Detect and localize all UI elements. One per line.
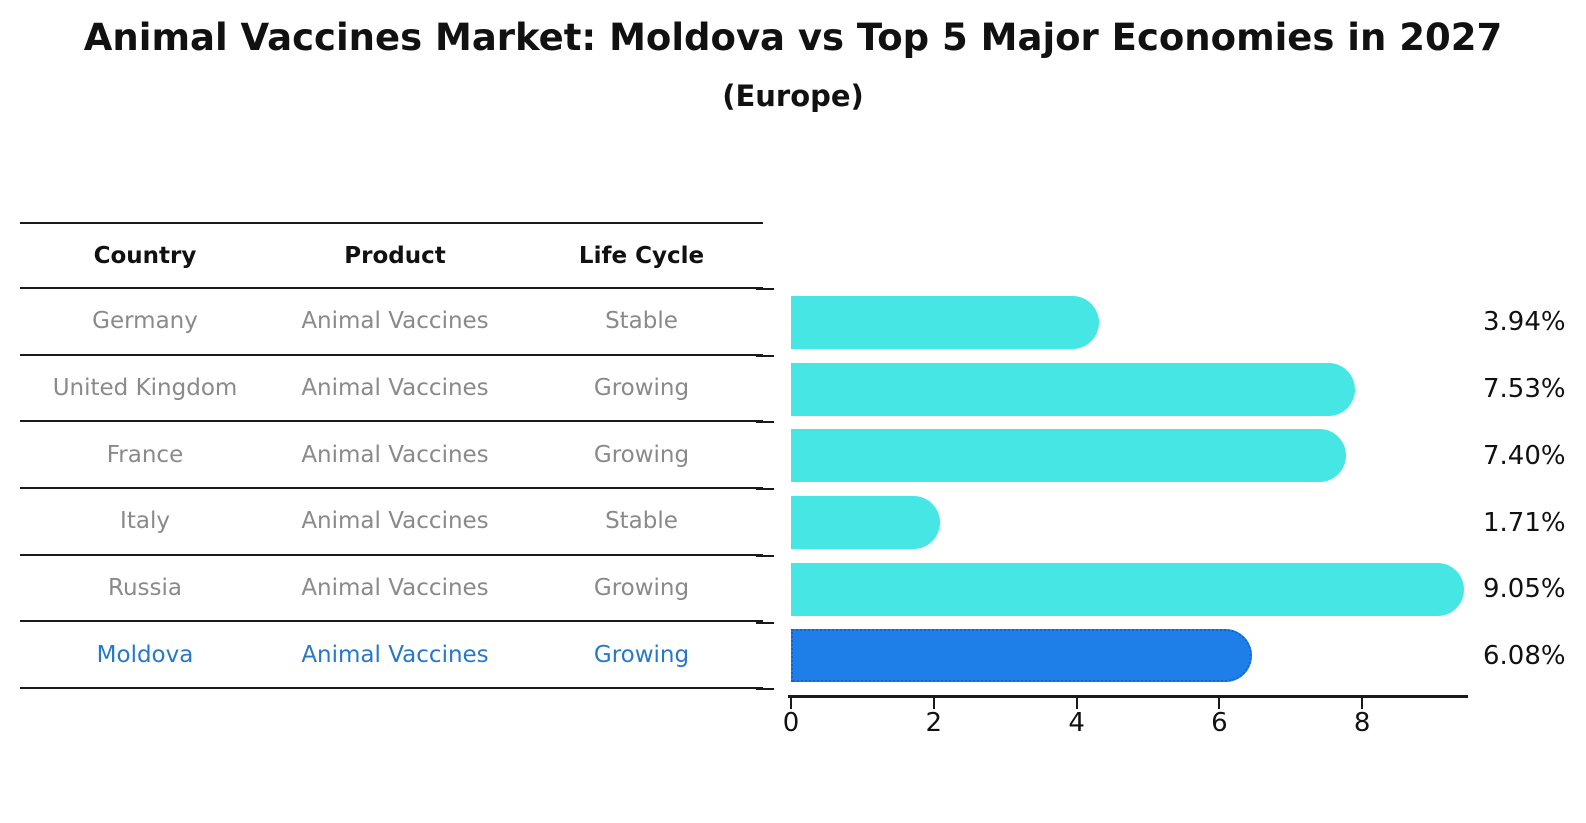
- table-row-russia: Russia Animal Vaccines Growing: [20, 556, 763, 623]
- cell-country: Italy: [120, 508, 170, 535]
- table-row-italy: Italy Animal Vaccines Stable: [20, 489, 763, 556]
- x-axis-tick: [1218, 698, 1221, 709]
- cell-life-cycle: Growing: [593, 441, 690, 468]
- table-row-france: France Animal Vaccines Growing: [20, 422, 763, 490]
- chart-title: Animal Vaccines Market: Moldova vs Top 5…: [83, 16, 1503, 59]
- cell-country: Moldova: [96, 641, 194, 668]
- y-axis-tick: [756, 554, 774, 557]
- chart-subtitle: (Europe): [722, 79, 864, 113]
- x-axis-tick-label: 6: [1211, 708, 1228, 738]
- table-header-life-cycle: Life Cycle: [578, 242, 705, 269]
- bar-value-label: 7.40%: [1483, 440, 1566, 471]
- table-row-germany: Germany Animal Vaccines Stable: [20, 289, 763, 356]
- x-axis-tick: [1361, 698, 1364, 709]
- cell-life-cycle: Stable: [605, 308, 678, 335]
- cell-product: Animal Vaccines: [301, 508, 489, 535]
- cell-product: Animal Vaccines: [301, 441, 489, 468]
- cell-country: United Kingdom: [52, 375, 238, 402]
- bar-value-label: 9.05%: [1483, 574, 1566, 605]
- y-axis-tick: [756, 488, 774, 491]
- table-row-moldova: Moldova Animal Vaccines Growing: [20, 622, 763, 690]
- cell-country: France: [106, 441, 184, 468]
- cell-life-cycle: Stable: [605, 508, 678, 535]
- cell-country: Russia: [108, 575, 182, 602]
- table-row-united-kingdom: United Kingdom Animal Vaccines Growing: [20, 356, 763, 423]
- bar-germany: [791, 295, 1099, 349]
- bar-italy: [791, 496, 940, 549]
- y-axis-tick: [756, 354, 774, 357]
- country-table: Country Product Life Cycle Germany Animal…: [20, 222, 763, 690]
- x-axis-tick-label: 8: [1353, 708, 1371, 738]
- y-axis-tick: [756, 421, 774, 424]
- cell-life-cycle: Growing: [593, 375, 690, 402]
- bar-value-label: 7.53%: [1483, 374, 1566, 405]
- bar-united-kingdom: [791, 362, 1356, 416]
- y-axis-tick: [756, 688, 774, 691]
- x-axis-tick-label: 4: [1068, 708, 1085, 738]
- y-axis-tick: [756, 288, 774, 290]
- table-header-row: Country Product Life Cycle: [20, 222, 763, 289]
- x-axis-tick: [1075, 698, 1078, 709]
- x-axis-tick-label: 0: [782, 708, 800, 738]
- bar-russia: [791, 562, 1464, 616]
- cell-product: Animal Vaccines: [301, 308, 489, 335]
- cell-life-cycle: Growing: [593, 575, 690, 602]
- bar-moldova-highlighted: [791, 629, 1252, 683]
- table-header-country: Country: [93, 242, 197, 269]
- bar-value-label: 6.08%: [1483, 640, 1566, 671]
- y-axis-tick: [756, 621, 774, 624]
- x-axis-tick: [790, 698, 792, 709]
- bar-value-label: 3.94%: [1483, 307, 1566, 338]
- bar-france: [791, 429, 1346, 483]
- cell-product: Animal Vaccines: [301, 641, 489, 668]
- bar-value-label: 1.71%: [1483, 507, 1566, 538]
- table-header-product: Product: [344, 242, 446, 269]
- table-body: Germany Animal Vaccines Stable United Kingd…: [20, 289, 763, 690]
- x-axis-tick-label: 2: [925, 708, 943, 738]
- cell-product: Animal Vaccines: [301, 375, 489, 402]
- cell-life-cycle: Growing: [593, 641, 690, 668]
- cell-country: Germany: [92, 308, 198, 335]
- x-axis-line: [788, 695, 1468, 698]
- cell-product: Animal Vaccines: [301, 575, 489, 602]
- x-axis-tick: [932, 698, 935, 709]
